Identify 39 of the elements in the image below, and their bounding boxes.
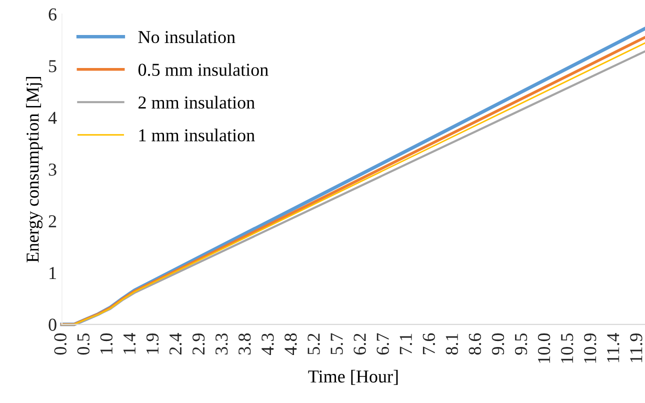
x-tick-label: 6.2 — [354, 334, 366, 355]
x-tick-label: 7.1 — [400, 334, 412, 354]
x-tick-label: 7.6 — [422, 333, 436, 354]
x-tick-label: 0.5 — [77, 333, 90, 355]
x-tick-label: 5.7 — [330, 333, 343, 354]
x-tick-label: 3.8 — [238, 333, 251, 354]
y-tick-label: 1 — [50, 267, 56, 279]
x-tick-label: 9.0 — [492, 333, 504, 355]
x-tick-label: 10.5 — [560, 333, 574, 363]
y-axis-title: Energy consumption [Mj] — [26, 76, 42, 262]
x-tick-label: 4.3 — [262, 333, 274, 355]
x-tick-label: 2.9 — [192, 333, 205, 355]
x-tick-label: 11.9 — [630, 333, 642, 362]
x-tick-label: 8.1 — [446, 334, 458, 355]
y-tick-label: 4 — [48, 112, 57, 124]
x-tick-label: 1.0 — [100, 333, 113, 354]
x-tick-label: 10.9 — [584, 333, 596, 363]
legend-label: 1 mm insulation — [139, 128, 255, 142]
x-tick-label: 3.3 — [216, 333, 228, 354]
y-tick-label: 5 — [49, 60, 56, 72]
x-tick-label: 9.5 — [514, 333, 528, 355]
x-tick-label: 2.4 — [169, 333, 182, 355]
x-tick-label: 10.0 — [538, 333, 550, 363]
x-tick-label: 1.9 — [146, 333, 159, 354]
x-tick-label: 8.6 — [468, 333, 482, 355]
x-tick-label: 1.4 — [123, 333, 136, 354]
x-tick-label: 6.7 — [376, 333, 389, 355]
x-tick-label: 4.8 — [284, 333, 297, 355]
x-axis-title: Time [Hour] — [308, 370, 398, 385]
legend-label: 0.5 mm insulation — [138, 63, 268, 76]
y-tick-label: 6 — [48, 8, 57, 21]
legend-label: No insulation — [138, 30, 236, 44]
legend-label: 2 mm insulation — [138, 96, 255, 109]
y-tick-label: 3 — [48, 164, 56, 176]
y-tick-label: 0 — [48, 318, 56, 331]
x-tick-label: 0.0 — [54, 333, 67, 355]
x-tick-label: 5.2 — [308, 334, 320, 354]
x-tick-label: 11.4 — [607, 333, 620, 362]
y-tick-label: 2 — [48, 215, 56, 228]
